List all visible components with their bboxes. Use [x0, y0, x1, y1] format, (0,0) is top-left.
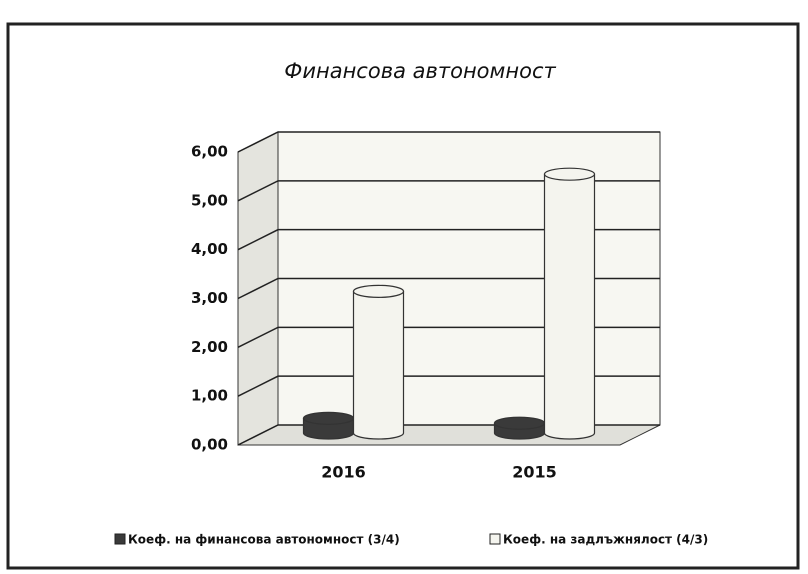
- grid-line: [237, 180, 660, 202]
- legend-label: Коеф. на финансова автономност (3/4): [128, 533, 400, 547]
- chart-title: Финансова автономност: [284, 59, 556, 83]
- grid-line: [237, 375, 660, 397]
- cylinder: [302, 411, 355, 440]
- cylinder-top: [352, 284, 405, 298]
- y-tick-label: 2,00: [191, 338, 228, 356]
- legend-label: Коеф. на задлъжнялост (4/3): [503, 533, 708, 547]
- legend-swatch: [114, 533, 126, 545]
- y-tick-label: 4,00: [191, 240, 228, 258]
- cylinder-top: [302, 411, 355, 425]
- cylinder-top: [543, 167, 596, 181]
- grid-line: [237, 131, 660, 153]
- legend-swatch: [489, 533, 501, 545]
- cylinder-top: [493, 416, 546, 430]
- y-tick-label: 0,00: [191, 436, 228, 454]
- floor: [237, 424, 661, 446]
- cylinder: [543, 167, 596, 440]
- cylinder: [493, 416, 546, 440]
- grid-line: [237, 326, 660, 349]
- cylinder: [352, 284, 405, 440]
- y-tick-label: 6,00: [191, 143, 228, 161]
- y-tick-label: 5,00: [191, 191, 228, 209]
- cylinder-body: [352, 290, 405, 440]
- grid-line: [237, 228, 660, 251]
- grid-line: [237, 277, 660, 300]
- x-tick-label: 2015: [512, 463, 557, 482]
- y-tick-label: 1,00: [191, 387, 228, 405]
- y-tick-label: 3,00: [191, 289, 228, 307]
- cylinder-body: [543, 173, 596, 440]
- x-tick-label: 2016: [321, 463, 366, 482]
